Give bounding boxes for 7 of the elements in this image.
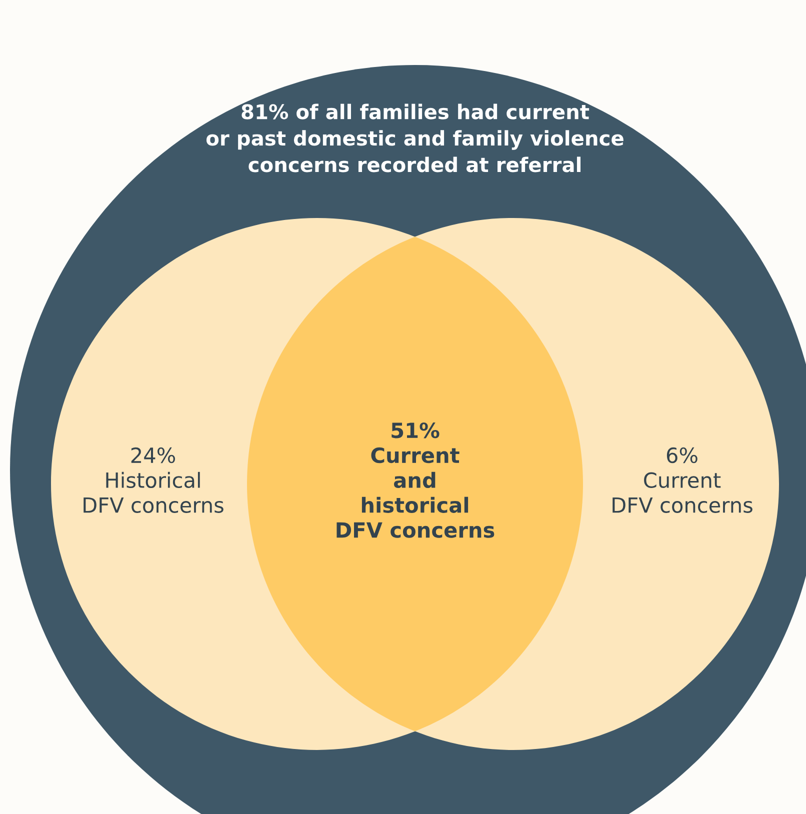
category-label: Current DFV concerns <box>612 472 752 513</box>
text: 81% of all families had current or past domestic and family violence concerns recorded at referral <box>206 104 624 172</box>
category-label: Historical DFV concerns <box>84 472 224 513</box>
category-label: Current and historical DFV concerns <box>336 447 494 538</box>
data-label: 24% <box>131 447 176 464</box>
data-label: 6% <box>666 447 698 464</box>
data-label: 51% <box>392 422 440 438</box>
